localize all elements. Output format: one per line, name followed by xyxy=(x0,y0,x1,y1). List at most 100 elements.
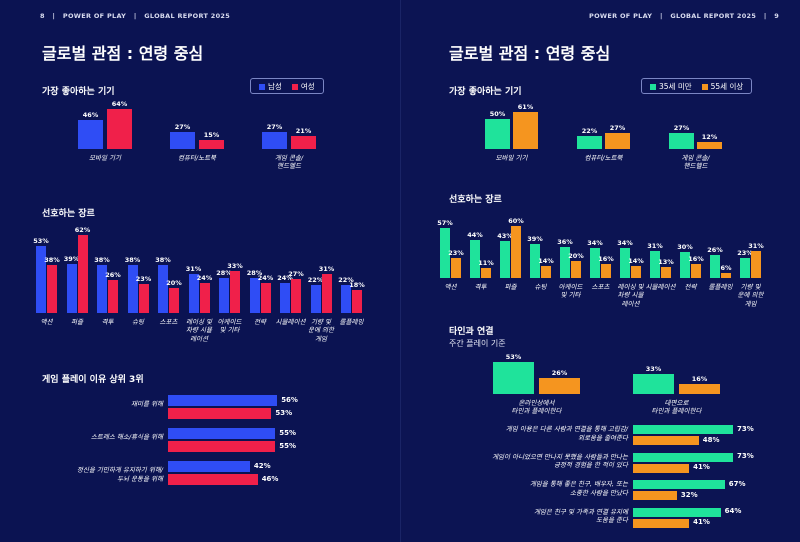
data-label: 33% xyxy=(645,365,662,374)
bar xyxy=(108,280,118,313)
data-label: 38% xyxy=(155,256,171,265)
data-label: 28% xyxy=(246,268,263,277)
category-label: 격투 xyxy=(474,283,487,291)
category-label: 모바일 기기 xyxy=(495,154,528,162)
data-label: 28% xyxy=(216,268,232,277)
data-label: 64% xyxy=(724,507,742,515)
data-label: 12% xyxy=(701,132,718,141)
legend-swatch xyxy=(291,83,298,90)
bar xyxy=(500,240,510,278)
data-label: 31% xyxy=(647,242,663,251)
bar xyxy=(77,234,88,313)
bar xyxy=(260,282,271,313)
legend-swatch xyxy=(650,83,656,90)
bar xyxy=(721,272,731,278)
bar xyxy=(168,428,276,439)
bar xyxy=(633,480,725,489)
bar xyxy=(168,461,250,472)
legend-label: 35세 미만 xyxy=(659,81,692,91)
bar xyxy=(219,277,229,313)
bar xyxy=(36,246,46,313)
data-label: 20% xyxy=(568,251,584,260)
data-label: 27% xyxy=(609,123,626,132)
data-label: 38% xyxy=(94,256,110,265)
bar xyxy=(633,425,733,434)
category-label: 정신을 기민하게 유지하기 위해/ 두뇌 운동을 위해 xyxy=(76,466,163,483)
legend-label: 여성 xyxy=(300,81,315,91)
data-label: 14% xyxy=(538,256,554,265)
category-label: 롤플레잉 xyxy=(339,318,364,326)
data-label: 56% xyxy=(281,395,298,404)
data-label: 20% xyxy=(166,278,182,287)
category-label: 게임은 친구 및 가족과 연결 유지에 도움을 준다 xyxy=(533,507,628,525)
bar xyxy=(530,244,540,278)
bar xyxy=(66,263,77,313)
data-label: 16% xyxy=(691,375,708,384)
bar xyxy=(485,118,510,149)
bar xyxy=(697,141,722,149)
bar xyxy=(127,265,138,313)
bar xyxy=(249,277,260,313)
category-label: 컴퓨터/노트북 xyxy=(584,154,623,162)
data-label: 38% xyxy=(124,256,141,265)
bar xyxy=(541,265,551,278)
data-label: 22% xyxy=(307,276,324,285)
bar xyxy=(107,108,132,149)
data-label: 27% xyxy=(673,123,690,132)
data-label: 27% xyxy=(266,122,283,131)
legend-swatch xyxy=(259,83,265,90)
bar xyxy=(78,120,103,149)
data-label: 23% xyxy=(135,275,152,284)
data-label: 73% xyxy=(737,452,754,460)
data-label: 31% xyxy=(318,264,335,273)
bar xyxy=(168,395,278,406)
data-label: 18% xyxy=(349,281,365,290)
data-label: 13% xyxy=(658,257,674,266)
bar xyxy=(47,265,57,313)
bar xyxy=(481,268,491,278)
genres-heading: 선호하는 장르 xyxy=(449,195,502,205)
right-page: POWER OF PLAY | GLOBAL REPORT 2025 | 9 글… xyxy=(400,0,800,542)
bar xyxy=(451,257,461,278)
bar xyxy=(650,251,660,278)
category-label: 아케이드 및 기타 xyxy=(217,318,242,335)
data-label: 15% xyxy=(203,130,220,139)
bar xyxy=(577,135,602,149)
bar xyxy=(168,474,258,485)
bar xyxy=(633,452,733,462)
data-label: 23% xyxy=(448,248,464,257)
bar xyxy=(661,266,671,278)
left-page: 8 | POWER OF PLAY | GLOBAL REPORT 2025 글… xyxy=(33,12,365,485)
category-label: 게임을 통해 좋은 친구, 배우자, 또는 소중한 사람을 만났다 xyxy=(529,480,628,497)
bar xyxy=(751,251,761,278)
data-label: 22% xyxy=(581,126,598,135)
category-label: 아케이드 및 기타 xyxy=(558,283,583,300)
data-label: 62% xyxy=(74,225,91,234)
data-label: 64% xyxy=(111,99,128,108)
page-title: 글로벌 관점 : 연령 중심 xyxy=(449,44,611,63)
bar xyxy=(633,374,674,394)
category-label: 게임이 아니었으면 만나지 못했을 사람들과 만나는 긍정적 경험을 한 적이 … xyxy=(492,452,628,470)
data-label: 30% xyxy=(677,242,693,251)
category-label: 모바일 기기 xyxy=(89,154,121,162)
bar xyxy=(691,264,701,278)
category-label: 슈팅 xyxy=(534,283,547,291)
category-label: 전략 xyxy=(254,318,266,326)
category-label: 대면으로 타인과 플레이한다 xyxy=(651,399,702,416)
data-label: 31% xyxy=(748,242,764,251)
data-label: 26% xyxy=(707,246,723,255)
legend-item-female: 여성 xyxy=(291,81,315,92)
bar xyxy=(352,290,362,313)
bar xyxy=(262,131,287,149)
bar xyxy=(539,378,580,394)
page-header: 8 | POWER OF PLAY | GLOBAL REPORT 2025 xyxy=(40,12,231,20)
data-label: 11% xyxy=(478,259,494,268)
data-label: 22% xyxy=(338,276,354,285)
data-label: 31% xyxy=(185,264,202,273)
category-label: 기량 및 운에 의한 게임 xyxy=(737,283,764,308)
bar xyxy=(440,228,450,278)
legend-swatch xyxy=(701,83,708,90)
category-label: 기량 및 운에 의한 게임 xyxy=(308,318,334,343)
category-label: 액션 xyxy=(40,318,53,326)
legend-item-under-35: 35세 미만 xyxy=(650,81,692,92)
